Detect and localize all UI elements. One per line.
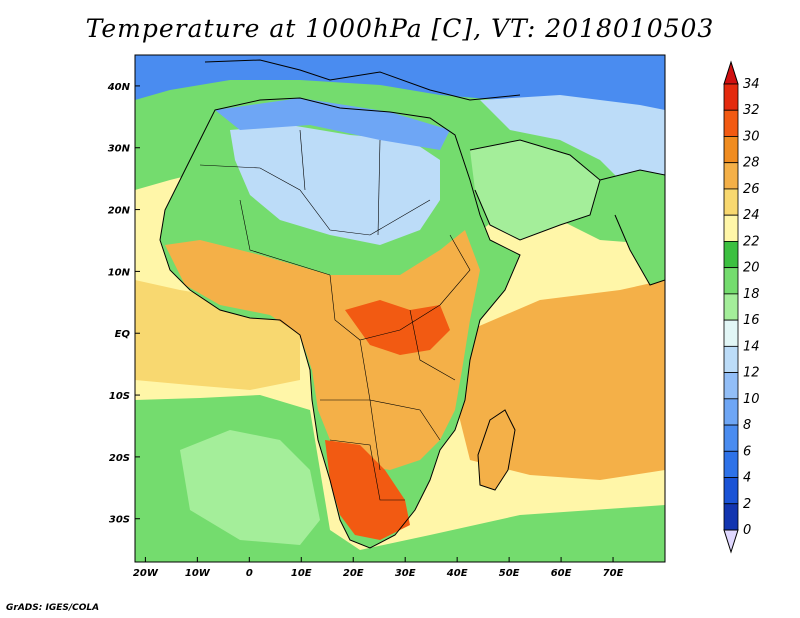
colorbar-swatch <box>723 293 739 321</box>
map-frame <box>134 54 666 563</box>
madagascar-region <box>478 410 515 490</box>
colorbar-label: 10 <box>743 392 760 407</box>
sahara-blue-region <box>215 98 450 150</box>
colorbar-swatch <box>723 477 739 505</box>
lat-tick-label: 20N <box>108 206 131 217</box>
lat-tick-label: 30N <box>108 144 131 155</box>
colorbar-label: 24 <box>743 208 760 223</box>
colorbar-swatch <box>723 214 739 242</box>
lon-tick-label: 40E <box>446 568 468 579</box>
colorbar-label: 34 <box>743 77 760 92</box>
map-title: Temperature at 1000hPa [C], VT: 20180105… <box>85 14 715 43</box>
southern-africa-hot-region <box>325 440 410 540</box>
lat-tick-label: EQ <box>115 329 131 340</box>
country-borders <box>199 129 471 501</box>
colorbar-label: 0 <box>743 523 751 538</box>
east-africa-hot-region <box>345 300 450 355</box>
colorbar-swatch <box>723 398 739 426</box>
axis-layer: 20W 10W 0 10E 20E 30E 40E 50E 60E 70E 40N 30N 20N 10N… <box>107 82 624 579</box>
colorbar-swatch <box>723 503 739 531</box>
colorbar-swatch <box>723 109 739 137</box>
colorbar-swatch <box>723 83 739 111</box>
colorbar-label: 26 <box>743 182 760 197</box>
lon-tick-label: 10E <box>291 568 312 579</box>
lon-tick-label: 20W <box>133 568 159 579</box>
lat-tick-label: 40N <box>107 82 131 93</box>
colorbar-label: 12 <box>743 366 760 381</box>
colorbar-under-arrow <box>723 529 739 554</box>
lon-tick-label: 50E <box>499 568 520 579</box>
colorbar-label: 2 <box>743 497 751 512</box>
india-region <box>600 170 665 285</box>
colorbar-label: 28 <box>743 156 760 171</box>
lon-tick-label: 20E <box>343 568 364 579</box>
colorbar-over-arrow <box>723 60 739 85</box>
colorbar-swatch <box>723 136 739 164</box>
temperature-field <box>135 55 665 562</box>
sahara-cool-region <box>230 125 440 245</box>
lat-tick-label: 20S <box>109 453 130 464</box>
colorbar-label: 4 <box>743 471 751 486</box>
arabia-green-region <box>470 140 600 240</box>
colorbar-label: 32 <box>743 103 760 118</box>
atlantic-pale-region <box>180 430 320 545</box>
lat-tick-label: 30S <box>109 515 130 526</box>
colorbar-label: 30 <box>743 129 760 144</box>
lon-tick-label: 70E <box>603 568 624 579</box>
credit-label: GrADS: IGES/COLA <box>6 603 100 613</box>
colorbar-label: 16 <box>743 313 760 328</box>
lon-tick-label: 60E <box>551 568 572 579</box>
lon-tick-label: 0 <box>246 568 253 579</box>
colorbar-label: 22 <box>743 234 760 249</box>
coastline-borders <box>159 59 665 549</box>
lon-tick-label: 30E <box>395 568 416 579</box>
colorbar-swatch <box>723 345 739 373</box>
colorbar-swatch <box>723 162 739 190</box>
colorbar-swatch <box>723 424 739 452</box>
colorbar-label: 6 <box>743 444 751 459</box>
colorbar-swatch <box>723 450 739 478</box>
colorbar-swatch <box>723 319 739 347</box>
lat-tick-label: 10N <box>108 267 131 278</box>
colorbar-label: 8 <box>743 418 751 433</box>
colorbar-label: 20 <box>743 261 760 276</box>
colorbar-swatch <box>723 372 739 400</box>
lon-tick-label: 10W <box>185 568 211 579</box>
lat-tick-label: 10S <box>109 391 130 402</box>
colorbar-swatch <box>723 267 739 295</box>
asia-blue-region <box>480 95 665 200</box>
colorbar-swatch <box>723 241 739 269</box>
colorbar-swatch <box>723 188 739 216</box>
central-africa-warm-region <box>165 230 480 470</box>
colorbar-label: 14 <box>743 339 760 354</box>
colorbar-label: 18 <box>743 287 760 302</box>
